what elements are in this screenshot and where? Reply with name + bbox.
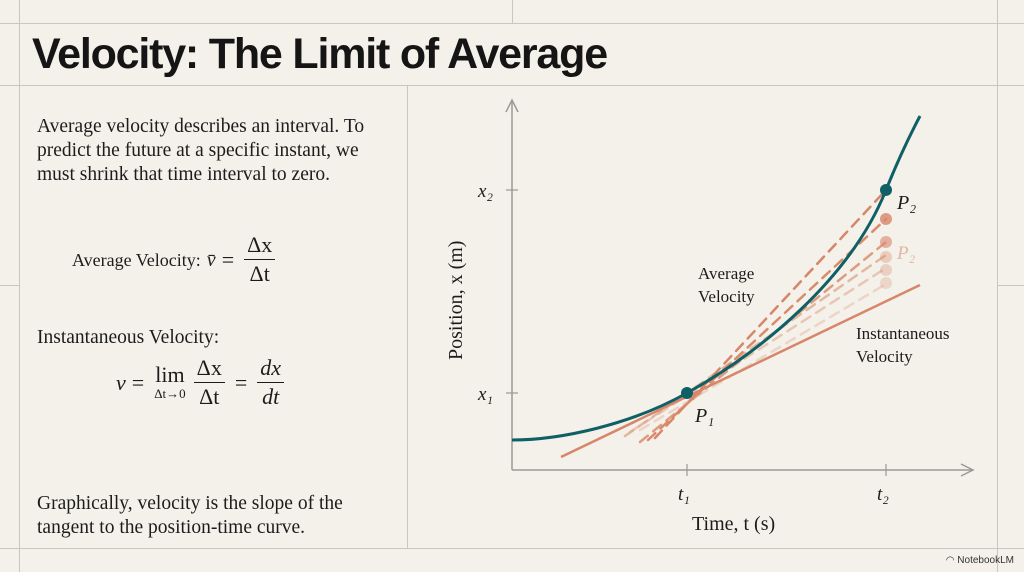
fraction-denominator: dt	[262, 384, 280, 409]
grid-line	[512, 0, 513, 24]
avg-fraction: Δx Δt	[244, 232, 276, 286]
equals-sign: =	[234, 369, 248, 395]
fraction-numerator: Δx	[193, 356, 225, 383]
grid-line	[997, 0, 998, 572]
page-title: Velocity: The Limit of Average	[32, 30, 608, 78]
avg-symbol: v̄	[206, 248, 216, 271]
approach-point	[880, 213, 892, 225]
grid-line	[19, 0, 20, 572]
avg-velocity-label-line2: Velocity	[698, 287, 755, 306]
x-tick-label-t1: t₁	[678, 484, 690, 505]
watermark: ◠ NotebookLM	[946, 555, 1014, 566]
lim-text: lim	[155, 361, 185, 387]
y-tick-label-x1: x₁	[477, 384, 493, 405]
x-axis-label: Time, t (s)	[692, 513, 775, 535]
grid-line	[997, 285, 1024, 286]
avg-velocity-label: Average Velocity:	[72, 249, 201, 270]
fraction-numerator: Δx	[244, 232, 276, 260]
fraction-numerator: dx	[257, 356, 285, 383]
equals-sign: =	[221, 246, 235, 272]
grid-line	[0, 285, 20, 286]
tangent-line	[560, 283, 921, 459]
grid-line	[0, 548, 1024, 549]
inst-velocity-label-line2: Velocity	[856, 347, 913, 366]
y-axis-label: Position, x (m)	[445, 241, 467, 360]
fraction-denominator: Δt	[199, 384, 220, 409]
p2-faded-label: P₂	[896, 243, 916, 264]
fraction-denominator: Δt	[247, 260, 273, 286]
equals-sign: =	[131, 369, 145, 395]
approach-point	[880, 264, 892, 276]
watermark-text: NotebookLM	[957, 555, 1014, 566]
secant-line	[646, 217, 888, 442]
conclusion-text: Graphically, velocity is the slope of th…	[37, 493, 343, 538]
inst-velocity-label-line1: Instantaneous	[856, 324, 949, 343]
y-axis-arrow-icon	[505, 98, 519, 113]
denominator-text: Δt	[249, 261, 270, 286]
delta-fraction: Δx Δt	[193, 356, 225, 409]
approach-point	[880, 236, 892, 248]
p1-label: P₁	[694, 405, 714, 427]
x-axis-arrow-icon	[960, 463, 975, 477]
lim-subscript: Δt→0	[154, 385, 186, 401]
p2-label: P₂	[896, 192, 916, 214]
numerator-text: Δx	[247, 232, 273, 257]
y-tick-label-x2: x₂	[477, 181, 493, 202]
inst-velocity-label: Instantaneous Velocity:	[37, 327, 220, 348]
intro-text: Average velocity describes an interval. …	[37, 116, 365, 185]
average-velocity-formula: Average Velocity: v̄ = Δx Δt	[72, 233, 279, 286]
grid-line	[0, 85, 1024, 86]
approach-point	[880, 277, 892, 289]
point-p2	[880, 184, 892, 196]
secant-line	[638, 282, 888, 432]
avg-velocity-label-line1: Average	[698, 264, 754, 283]
derivative-fraction: dx dt	[257, 356, 285, 409]
notebooklm-logo-icon: ◠	[945, 555, 955, 566]
grid-line	[407, 85, 408, 549]
inst-lhs: v	[116, 369, 126, 395]
limit-operator: lim Δt→0	[154, 361, 186, 402]
x-tick-label-t2: t₂	[877, 484, 889, 505]
approach-point	[880, 251, 892, 263]
point-p1	[681, 387, 693, 399]
secant-line	[653, 188, 888, 440]
instantaneous-velocity-formula: v = lim Δt→0 Δx Δt = dx dt	[116, 356, 288, 409]
position-curve	[511, 115, 922, 442]
